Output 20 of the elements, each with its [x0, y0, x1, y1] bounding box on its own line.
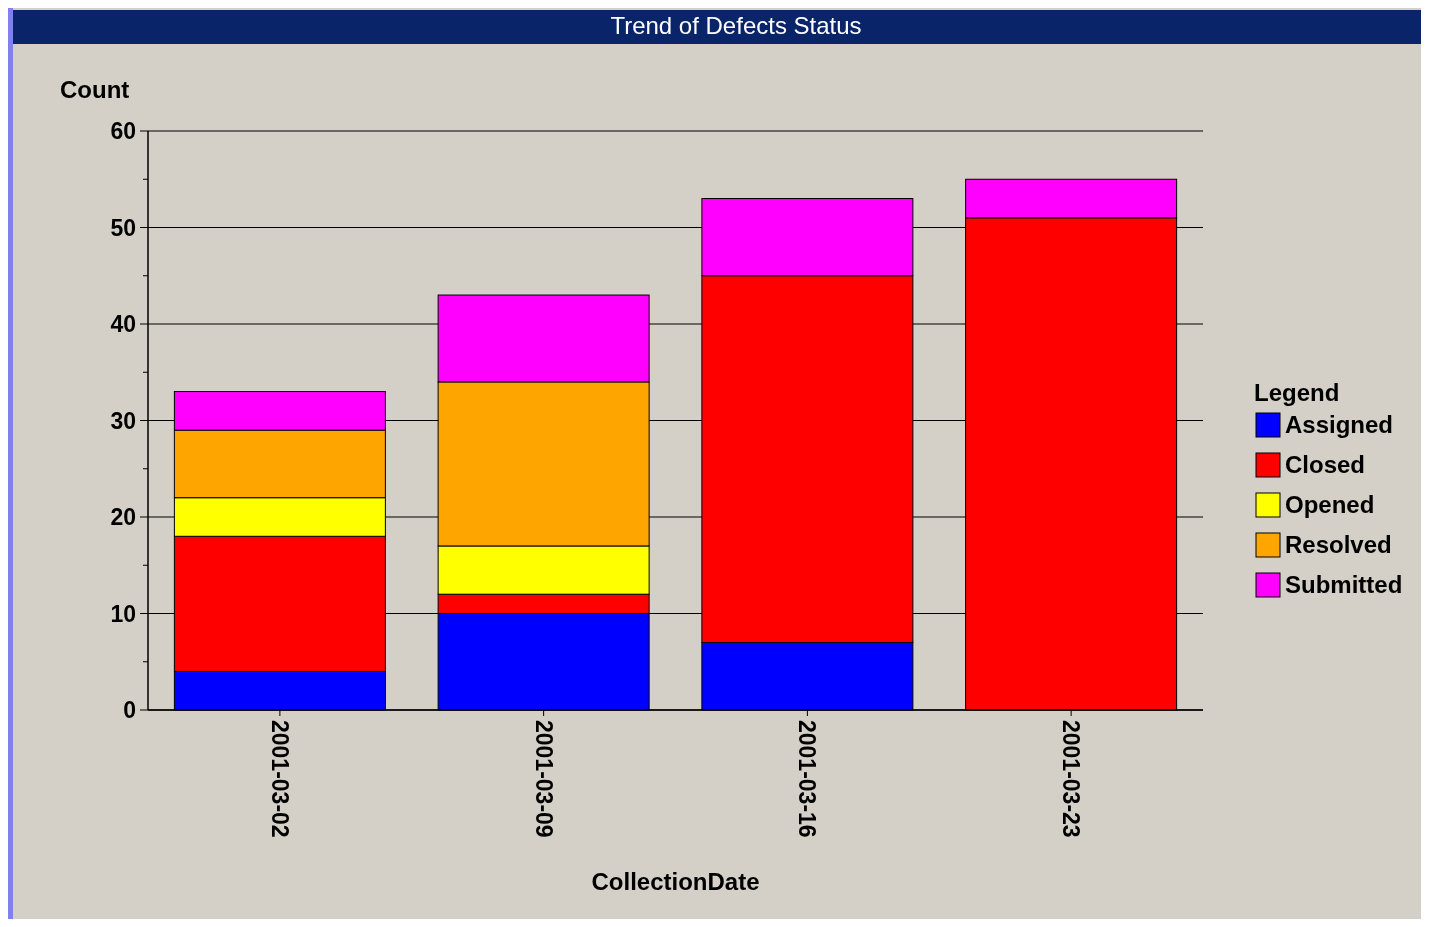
x-axis-title: CollectionDate	[591, 868, 760, 895]
x-tick-label: 2001-03-16	[794, 720, 821, 838]
y-tick-label: 30	[110, 407, 136, 434]
legend-title: Legend	[1254, 379, 1340, 406]
y-tick-label: 10	[110, 600, 136, 627]
y-tick-label: 60	[110, 118, 136, 145]
legend-label: Resolved	[1285, 531, 1392, 559]
y-axis-title: Count	[60, 76, 130, 103]
y-tick-label: 50	[110, 214, 136, 241]
x-tick-label: 2001-03-23	[1058, 720, 1085, 838]
legend-label: Assigned	[1285, 411, 1394, 439]
x-tick-label: 2001-03-02	[266, 720, 293, 838]
y-tick-label: 0	[123, 697, 136, 724]
y-tick-label: 20	[110, 504, 136, 531]
y-tick-label: 40	[110, 311, 136, 338]
legend-label: Closed	[1285, 451, 1366, 479]
legend-label: Submitted	[1285, 571, 1403, 599]
legend-label: Opened	[1285, 491, 1375, 519]
x-tick-label: 2001-03-09	[530, 720, 557, 838]
chart-title: Trend of Defects Status	[610, 12, 862, 39]
